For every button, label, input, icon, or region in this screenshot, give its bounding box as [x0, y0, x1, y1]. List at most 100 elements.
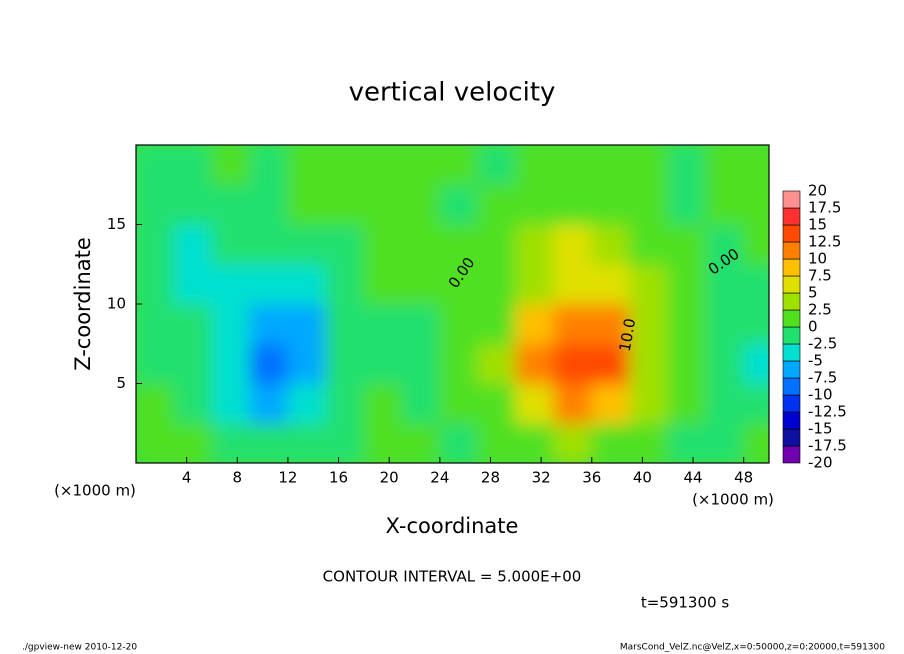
x-tick-label: 32 — [532, 469, 551, 487]
field-cell — [287, 343, 327, 384]
field-cell — [325, 224, 365, 265]
y-axis-label: Z-coordinate — [71, 237, 95, 371]
field-cell — [629, 422, 669, 463]
field-cell — [553, 383, 593, 424]
field-cell — [743, 303, 769, 345]
field-cell — [705, 224, 745, 265]
field-cell — [173, 422, 213, 463]
field-cell — [401, 224, 441, 265]
field-cell — [591, 224, 631, 265]
field-cell — [136, 303, 175, 345]
field-cell — [591, 303, 631, 345]
colorbar-label: 2.5 — [808, 301, 832, 319]
colorbar-label: 20 — [808, 182, 827, 200]
field-cell — [287, 224, 327, 265]
colorbar-label: -15 — [808, 420, 833, 438]
field-cell — [401, 422, 441, 463]
field-cell — [363, 422, 403, 463]
field-cell — [667, 303, 707, 345]
colorbar-label: -10 — [808, 386, 833, 404]
colorbar-box — [782, 411, 801, 430]
field-cell — [173, 184, 213, 225]
colorbar-box — [782, 309, 801, 328]
field-cell — [173, 224, 213, 265]
field-cell — [667, 184, 707, 225]
colorbar-label: 0 — [808, 318, 818, 336]
x-tick-label: 8 — [233, 469, 243, 487]
field-cell — [553, 343, 593, 384]
field-cell — [211, 145, 251, 186]
field-cell — [553, 263, 593, 305]
field-cell — [515, 303, 555, 345]
field-cell — [629, 383, 669, 424]
colorbar-label: -20 — [808, 454, 833, 472]
field-cell — [705, 383, 745, 424]
field-cell — [705, 343, 745, 384]
colorbar-label: 10 — [808, 250, 827, 268]
field-cell — [173, 303, 213, 345]
time-label: t=591300 s — [641, 594, 729, 612]
field-cell — [629, 224, 669, 265]
field-cell — [136, 145, 175, 186]
field-cell — [667, 422, 707, 463]
x-tick-label: 48 — [734, 469, 753, 487]
field-cell — [287, 145, 327, 186]
colorbar-label: 12.5 — [808, 233, 841, 251]
field-cell — [629, 343, 669, 384]
field-cell — [743, 184, 769, 225]
field-cell — [477, 303, 517, 345]
field-cell — [211, 303, 251, 345]
field-cell — [439, 263, 479, 305]
field-cell — [591, 343, 631, 384]
contour-interval: CONTOUR INTERVAL = 5.000E+00 — [323, 568, 582, 586]
field-cell — [553, 303, 593, 345]
colorbar-box — [782, 241, 801, 260]
field-cell — [211, 383, 251, 424]
field-cell — [363, 383, 403, 424]
colorbar-box — [782, 207, 801, 226]
x-tick-label: 16 — [329, 469, 348, 487]
field-cell — [477, 145, 517, 186]
field-cell — [439, 184, 479, 225]
field-cell — [515, 224, 555, 265]
colorbar-label: -17.5 — [808, 437, 847, 455]
colorbar-label: -7.5 — [808, 369, 837, 387]
footer-left: ./gpview-new 2010-12-20 — [22, 643, 137, 653]
field-cell — [136, 224, 175, 265]
field-cell — [515, 145, 555, 186]
field-cell — [667, 383, 707, 424]
field-cell — [173, 383, 213, 424]
field-cell — [667, 343, 707, 384]
colorbar-label: -5 — [808, 352, 823, 370]
field-cell — [287, 383, 327, 424]
field-cell — [249, 383, 289, 424]
field-cell — [705, 303, 745, 345]
x-tick-label: 4 — [182, 469, 192, 487]
colorbar-box — [782, 428, 801, 447]
x-axis-label: X-coordinate — [386, 514, 519, 538]
colorbar-label: -12.5 — [808, 403, 847, 421]
field-cell — [705, 263, 745, 305]
colorbar-label: 15 — [808, 216, 827, 234]
field-cell — [667, 145, 707, 186]
field-cell — [439, 224, 479, 265]
field-cell — [211, 184, 251, 225]
y-tick-label: 15 — [107, 215, 126, 233]
x-tick-label: 20 — [380, 469, 399, 487]
field-cell — [173, 343, 213, 384]
field-cell — [477, 422, 517, 463]
colorbar-label: 5 — [808, 284, 818, 302]
field-cell — [363, 343, 403, 384]
field-cell — [363, 184, 403, 225]
field-cell — [363, 224, 403, 265]
field-cell — [211, 343, 251, 384]
field-cell — [553, 145, 593, 186]
x-units: (×1000 m) — [692, 491, 774, 509]
field-cell — [249, 343, 289, 384]
field-cell — [401, 383, 441, 424]
field-cell — [705, 145, 745, 186]
field-cell — [249, 224, 289, 265]
field-cell — [136, 343, 175, 384]
field-cell — [515, 263, 555, 305]
field-cell — [287, 422, 327, 463]
